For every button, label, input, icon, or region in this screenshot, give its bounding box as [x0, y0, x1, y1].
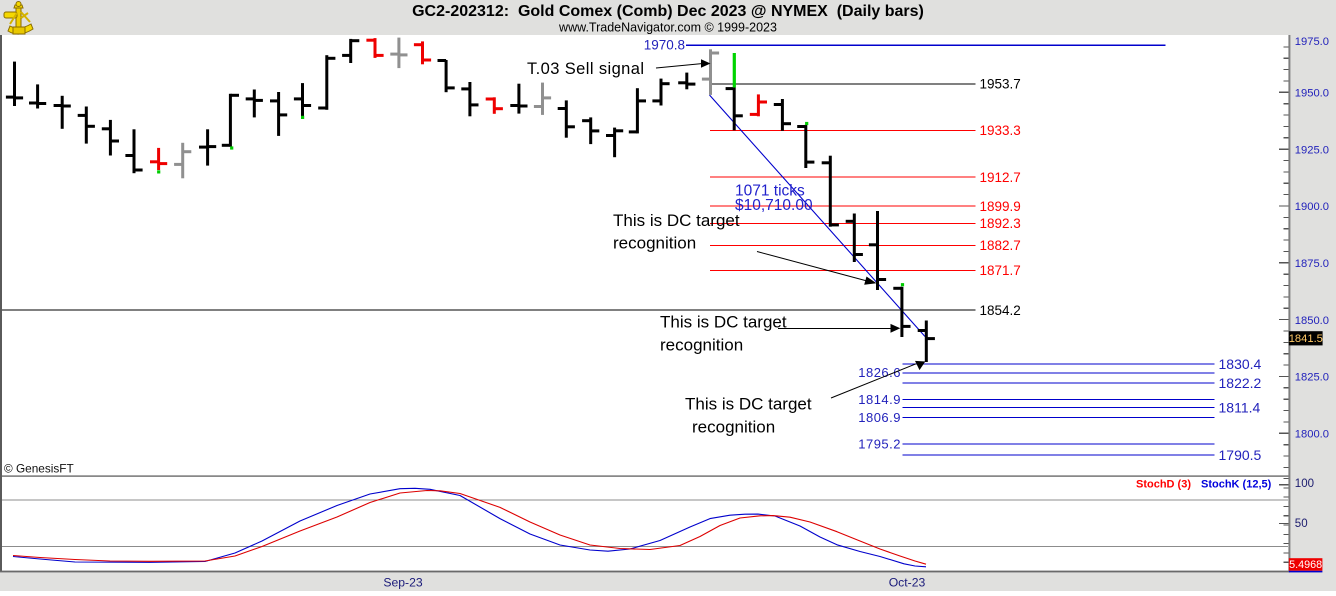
svg-text:1882.7: 1882.7 [980, 238, 1021, 253]
svg-text:1925.0: 1925.0 [1295, 144, 1329, 156]
svg-text:1850.0: 1850.0 [1295, 315, 1329, 327]
svg-text:1899.9: 1899.9 [980, 199, 1021, 214]
svg-text:Sep-23: Sep-23 [383, 575, 423, 589]
svg-text:StochK (12,5): StochK (12,5) [1201, 478, 1272, 490]
svg-text:1790.5: 1790.5 [1219, 447, 1262, 463]
svg-text:1795.2: 1795.2 [858, 437, 901, 452]
svg-text:1912.7: 1912.7 [980, 170, 1021, 185]
svg-text:www.TradeNavigator.com © 1999-: www.TradeNavigator.com © 1999-2023 [558, 21, 777, 35]
svg-text:100: 100 [1295, 478, 1314, 490]
svg-text:This is DC target: This is DC target [660, 313, 787, 332]
svg-text:1814.9: 1814.9 [858, 392, 901, 407]
svg-text:1806.9: 1806.9 [858, 410, 901, 425]
svg-text:1830.4: 1830.4 [1219, 356, 1262, 372]
svg-text:1811.4: 1811.4 [1219, 399, 1261, 415]
svg-text:1900.0: 1900.0 [1295, 201, 1329, 213]
svg-text:1875.0: 1875.0 [1295, 258, 1329, 270]
svg-text:$10,710.00: $10,710.00 [735, 197, 813, 214]
svg-text:1953.7: 1953.7 [980, 77, 1021, 92]
svg-text:This is DC target: This is DC target [685, 395, 812, 414]
svg-text:This is DC target: This is DC target [613, 211, 740, 230]
svg-text:1975.0: 1975.0 [1295, 36, 1329, 48]
svg-text:1854.2: 1854.2 [980, 303, 1021, 318]
svg-text:© GenesisFT: © GenesisFT [4, 462, 74, 476]
svg-text:T.03 Sell signal: T.03 Sell signal [527, 60, 644, 78]
svg-text:1071 ticks: 1071 ticks [735, 182, 805, 199]
svg-text:StochD (3): StochD (3) [1136, 478, 1191, 490]
svg-text:1892.3: 1892.3 [980, 216, 1021, 231]
svg-text:Oct-23: Oct-23 [889, 575, 926, 589]
svg-text:1871.7: 1871.7 [980, 263, 1021, 278]
svg-text:1933.3: 1933.3 [980, 123, 1021, 138]
svg-text:1822.2: 1822.2 [1219, 375, 1262, 391]
svg-text:1950.0: 1950.0 [1295, 88, 1329, 100]
svg-text:recognition: recognition [613, 234, 696, 253]
svg-text:1841.5: 1841.5 [1289, 333, 1323, 345]
svg-text:1970.8: 1970.8 [644, 38, 685, 53]
svg-text:recognition: recognition [660, 335, 743, 354]
svg-text:1826.6: 1826.6 [858, 365, 901, 380]
svg-text:GC2-202312: Gold Comex (Comb): GC2-202312: Gold Comex (Comb) Dec 2023 @… [412, 3, 924, 20]
svg-text:50: 50 [1295, 518, 1308, 530]
svg-text:1800.0: 1800.0 [1295, 429, 1329, 441]
svg-text:5.4968: 5.4968 [1289, 559, 1322, 571]
svg-text:recognition: recognition [692, 417, 775, 436]
svg-text:1825.0: 1825.0 [1295, 372, 1329, 384]
